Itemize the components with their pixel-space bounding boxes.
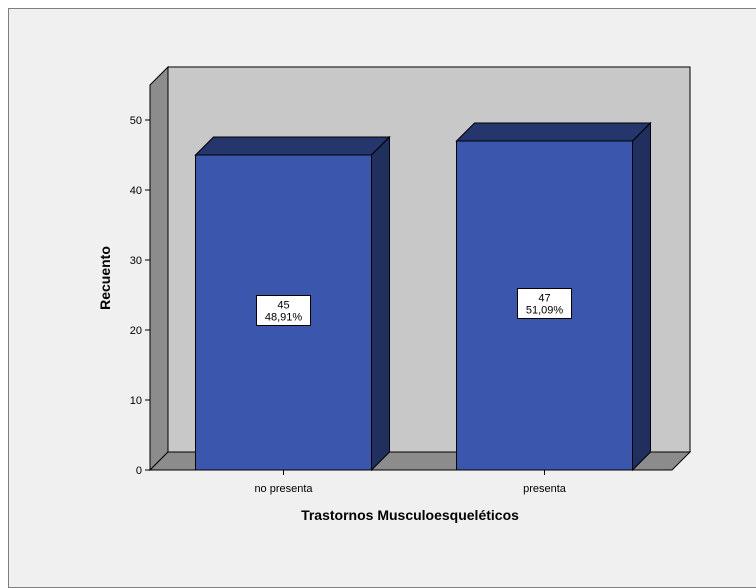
bar-side: [371, 135, 390, 472]
left-wall: [149, 65, 169, 472]
y-tick-label: 0: [136, 465, 142, 477]
y-axis-title: Recuento: [97, 246, 113, 310]
x-tick-label: no presenta: [254, 483, 313, 495]
data-label-count: 45: [277, 300, 289, 312]
y-tick-label: 40: [130, 185, 142, 197]
y-tick-label: 30: [130, 255, 142, 267]
data-label-count: 47: [538, 293, 550, 305]
data-label-percent: 51,09%: [526, 305, 564, 317]
bar-top: [194, 136, 391, 156]
bar-side: [632, 121, 651, 472]
y-tick-label: 20: [130, 325, 142, 337]
y-axis: 0 10 20 30 40 50: [130, 85, 151, 477]
y-tick-label: 50: [130, 115, 142, 127]
x-tick-label: presenta: [523, 483, 567, 495]
data-label-percent: 48,91%: [265, 312, 303, 324]
y-tick-label: 10: [130, 395, 142, 407]
x-axis: no presenta presenta: [150, 469, 672, 495]
data-label-box: [517, 288, 572, 319]
bar-top: [455, 122, 652, 142]
data-label-box: [256, 295, 311, 326]
x-axis-title: Trastornos Musculoesqueléticos: [301, 507, 519, 523]
